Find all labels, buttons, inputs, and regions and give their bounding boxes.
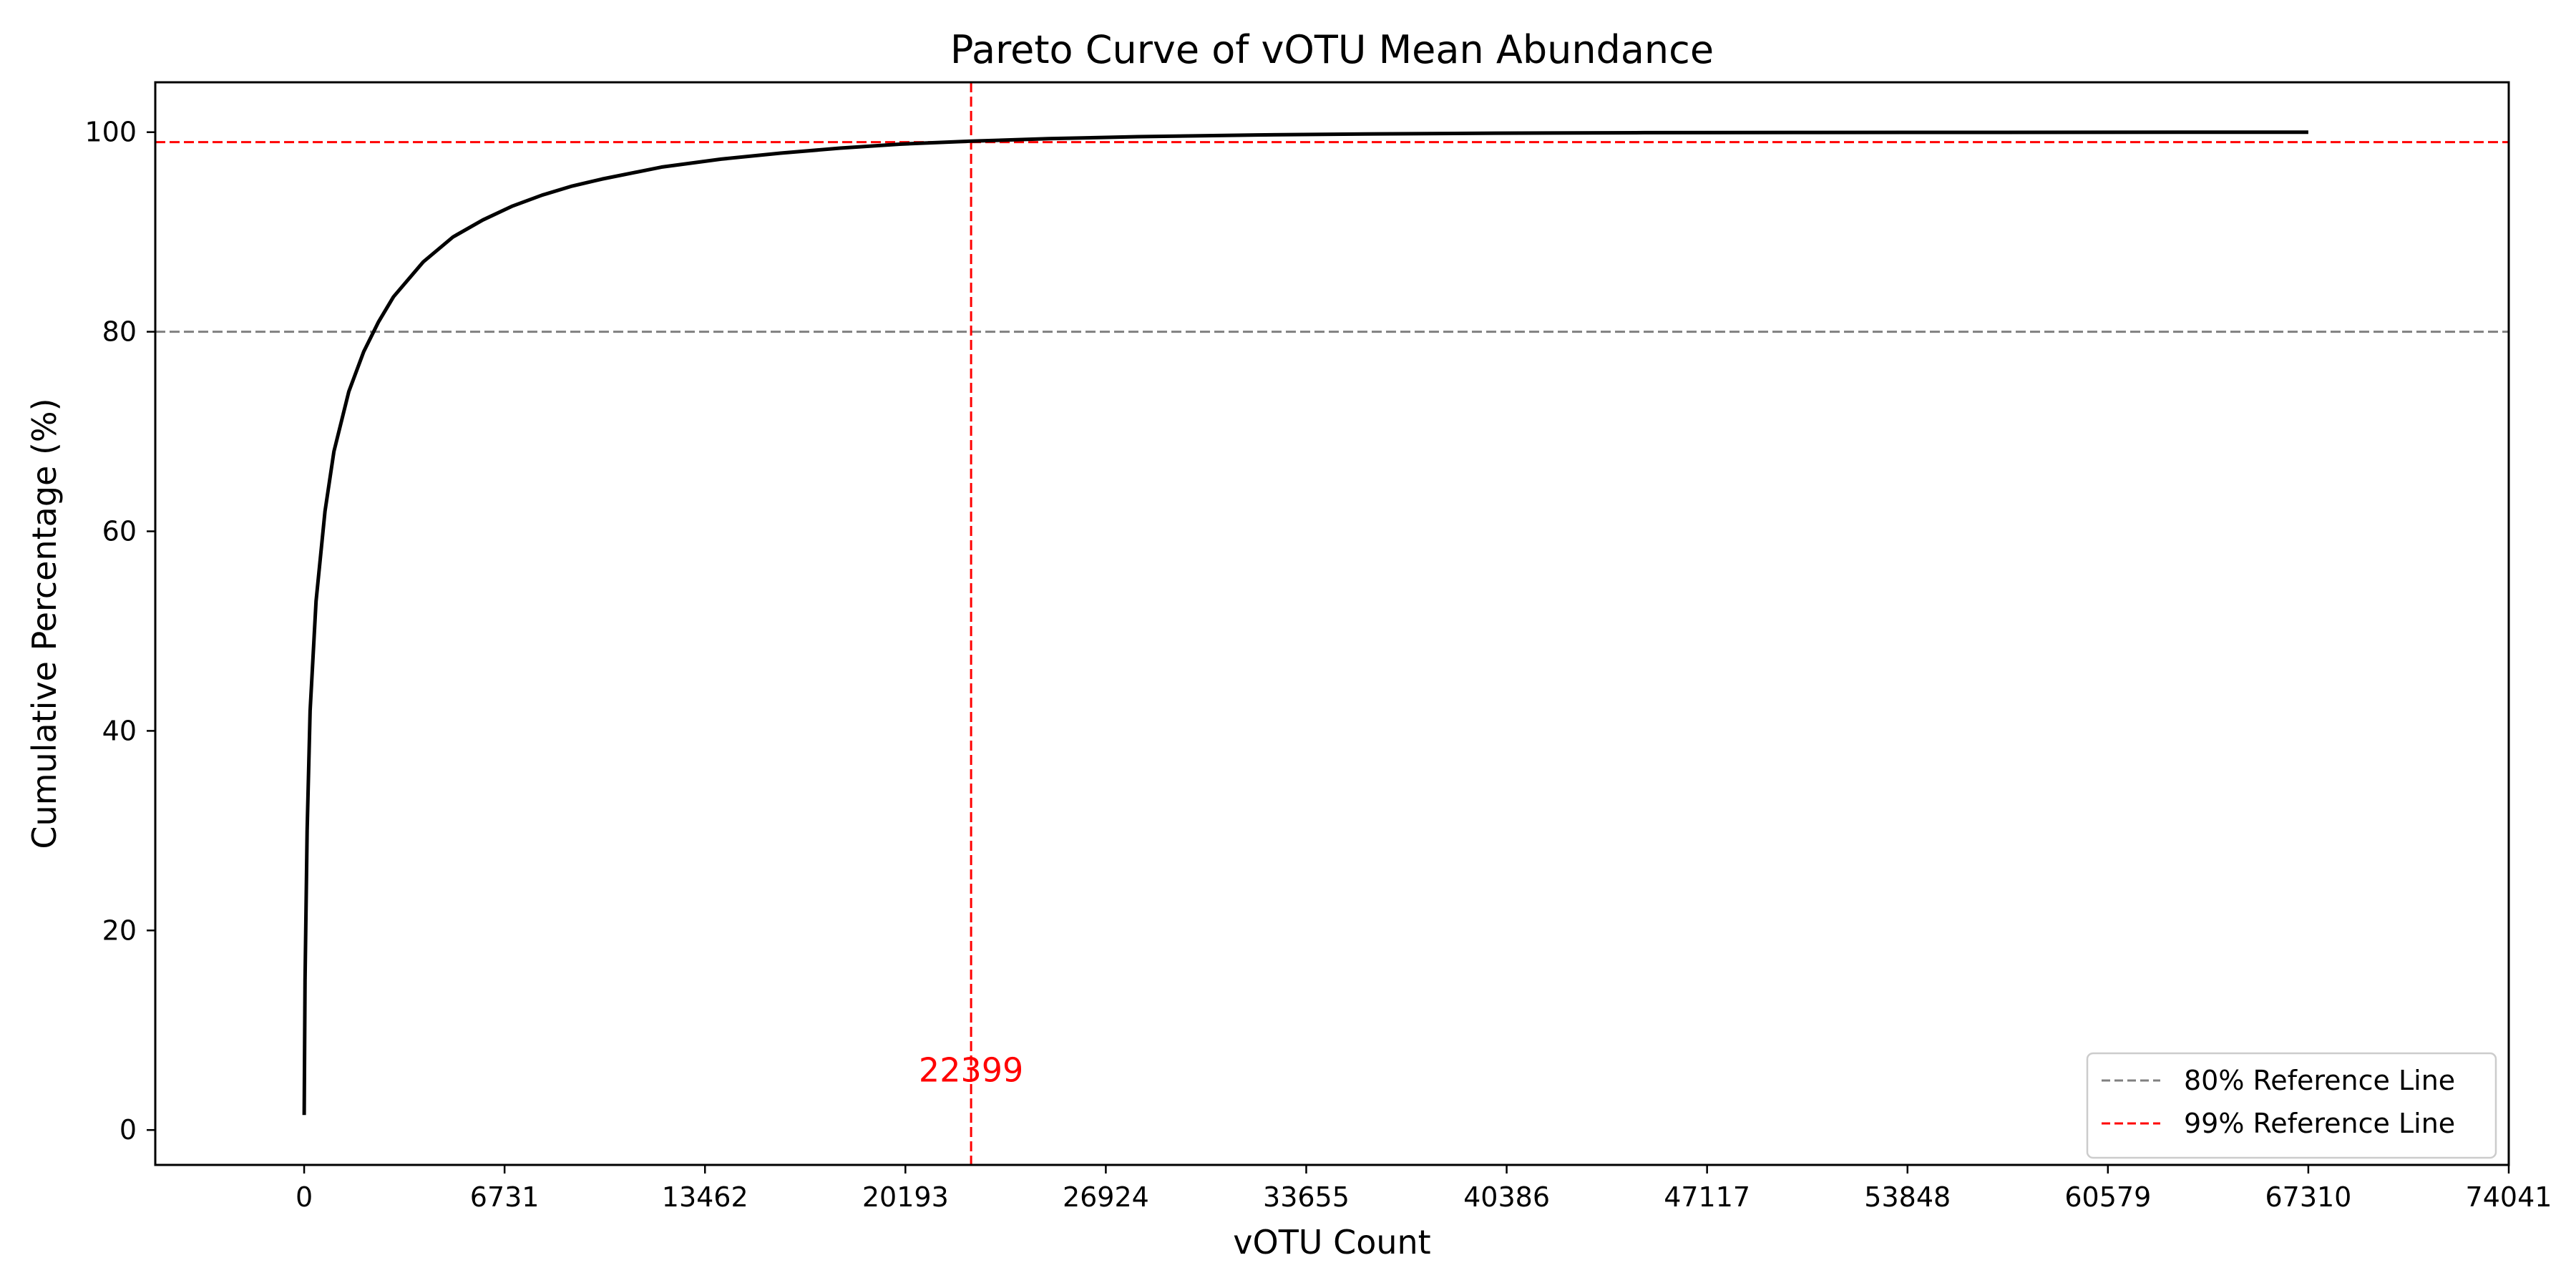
y-tick-label-80: 80 <box>102 316 137 348</box>
series-line-0 <box>302 130 2308 1116</box>
y-tick-label-0: 0 <box>119 1114 137 1146</box>
legend-box <box>2086 1052 2497 1159</box>
x-tick-label-20193: 20193 <box>862 1181 949 1213</box>
y-tick-label-40: 40 <box>102 715 137 746</box>
x-tick-label-67310: 67310 <box>2265 1181 2351 1213</box>
x-tick-label-13462: 13462 <box>662 1181 748 1213</box>
x-tick-label-6731: 6731 <box>470 1181 540 1213</box>
x-tick-label-26924: 26924 <box>1063 1181 1149 1213</box>
annotation-0: 22399 <box>919 1051 1023 1090</box>
x-tick-label-47117: 47117 <box>1664 1181 1750 1213</box>
y-tick-label-20: 20 <box>102 914 137 946</box>
x-tick-label-33655: 33655 <box>1263 1181 1350 1213</box>
y-tick-label-60: 60 <box>102 516 137 547</box>
x-tick-label-74041: 74041 <box>2466 1181 2552 1213</box>
x-tick-label-0: 0 <box>296 1181 313 1213</box>
x-tick-label-60579: 60579 <box>2064 1181 2151 1213</box>
legend-label-1: 99% Reference Line <box>2184 1108 2455 1139</box>
y-tick-label-100: 100 <box>84 117 137 148</box>
x-axis-label: vOTU Count <box>1233 1223 1430 1262</box>
plot-frame <box>154 81 2510 1166</box>
y-axis-label: Cumulative Percentage (%) <box>25 398 64 849</box>
legend-label-0: 80% Reference Line <box>2184 1065 2455 1096</box>
x-tick-label-40386: 40386 <box>1463 1181 1550 1213</box>
x-tick-label-53848: 53848 <box>1864 1181 1951 1213</box>
chart-title: Pareto Curve of vOTU Mean Abundance <box>950 27 1714 72</box>
